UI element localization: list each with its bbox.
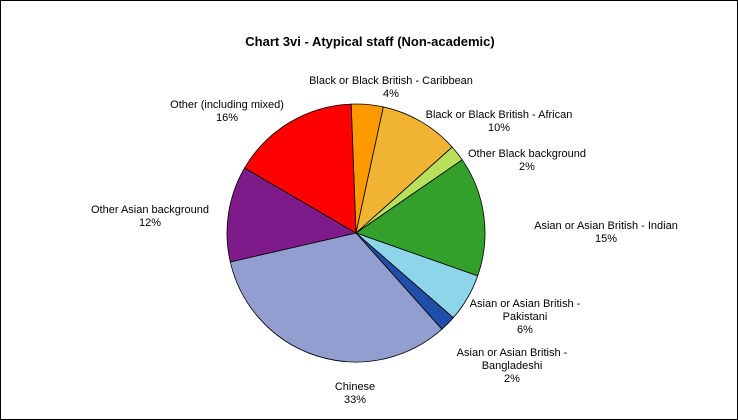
pie-slice-6 [229, 232, 443, 363]
pie-slice-8 [244, 103, 357, 234]
label-other-asian: Other Asian background 12% [90, 204, 210, 229]
label-other-mixed: Other (including mixed) 16% [170, 99, 284, 124]
label-chinese: Chinese 33% [334, 381, 376, 406]
pie-slice-1 [355, 106, 453, 235]
pie-slice-3 [355, 159, 486, 277]
label-black-african: Black or Black British - African 10% [425, 109, 573, 134]
label-asian-pakistani: Asian or Asian British - Pakistani 6% [469, 298, 581, 336]
label-other-black: Other Black background 2% [467, 148, 587, 173]
chart-title: Chart 3vi - Atypical staff (Non-academic… [245, 34, 495, 49]
label-black-caribbean: Black or Black British - Caribbean 4% [309, 75, 473, 100]
label-asian-bangladeshi: Asian or Asian British - Bangladeshi 2% [456, 347, 568, 385]
label-asian-indian: Asian or Asian British - Indian 15% [534, 220, 678, 245]
pie-slice-7 [226, 167, 358, 263]
